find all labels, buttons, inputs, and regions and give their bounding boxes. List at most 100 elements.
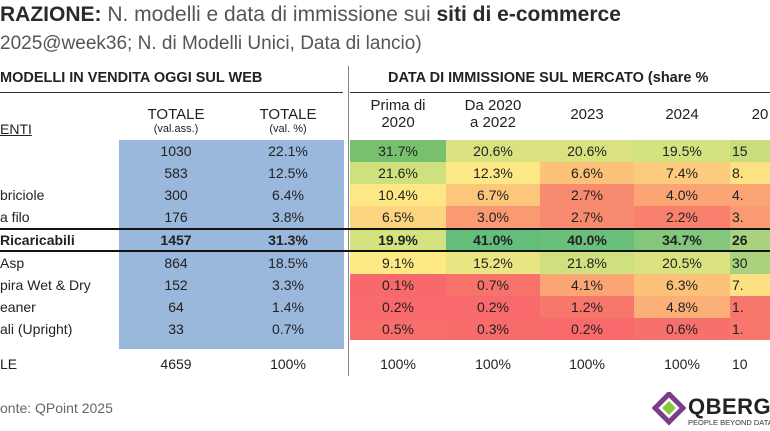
table-row: a filo 176 3.8% 6.5% 3.0% 2.7% 2.2% 3. (0, 206, 770, 228)
column-divider (348, 66, 349, 376)
cell-share: 8. (730, 162, 770, 184)
cell-totale-abs: 152 (164, 277, 188, 293)
cell-share: 100% (540, 352, 634, 376)
cell-totale-pct: 100% (270, 356, 306, 372)
col-header-totale-pct: TOTALE (val. %) (259, 106, 317, 136)
cell-totale-abs: 4659 (160, 356, 192, 372)
cell-totale-pct: 0.7% (272, 321, 304, 337)
cell-share: 15 (730, 140, 770, 162)
table-row: pira Wet & Dry 152 3.3% 0.1% 0.7% 4.1% 6.3% 7. (0, 274, 770, 296)
page-subtitle: 2025@week36; N. di Modelli Unici, Data d… (0, 33, 422, 54)
row-label: eaner (0, 299, 36, 315)
cell-totale-pct: 12.5% (268, 165, 308, 181)
qberg-logo: QBERG PEOPLE BEYOND DATA (651, 390, 770, 428)
row-label: briciole (0, 187, 45, 203)
col-header-date-1: Da 2020 a 2022 (464, 97, 522, 132)
cell-share: 2.2% (634, 206, 730, 228)
logo-mark-icon (651, 390, 687, 426)
page-title: RAZIONE: N. modelli e data di immissione… (0, 3, 621, 26)
cell-totale-pct: 18.5% (268, 255, 308, 271)
cell-share: 0.2% (350, 296, 446, 318)
table-row: 1030 22.1% 31.7% 20.6% 20.6% 19.5% 15 (0, 140, 770, 162)
cell-share: 41.0% (446, 230, 540, 250)
row-label: pira Wet & Dry (0, 277, 91, 293)
cell-totale-abs: 64 (168, 299, 184, 315)
cell-totale-abs: 1030 (160, 143, 192, 159)
cell-share: 6.3% (634, 274, 730, 296)
table-row: 583 12.5% 21.6% 12.3% 6.6% 7.4% 8. (0, 162, 770, 184)
col-header-date-4: 20 (751, 106, 769, 123)
row-label: Ricaricabili (0, 232, 75, 248)
cell-share: 3.0% (446, 206, 540, 228)
cell-share: 21.8% (540, 252, 634, 274)
cell-share: 6.5% (350, 206, 446, 228)
cell-totale-abs: 176 (164, 209, 188, 225)
cell-share: 15.2% (446, 252, 540, 274)
cell-share: 30 (730, 252, 770, 274)
table-row: eaner 64 1.4% 0.2% 0.2% 1.2% 4.8% 1. (0, 296, 770, 318)
cell-share: 7.4% (634, 162, 730, 184)
cell-share: 9.1% (350, 252, 446, 274)
table-row: briciole 300 6.4% 10.4% 6.7% 2.7% 4.0% 4. (0, 184, 770, 206)
cell-share: 100% (634, 352, 730, 376)
cell-share: 21.6% (350, 162, 446, 184)
table-row: LE 4659 100% 100% 100% 100% 100% 10 (0, 352, 770, 376)
cell-totale-abs: 864 (164, 255, 188, 271)
row-label: a filo (0, 209, 30, 225)
segments-header: ENTI (0, 121, 32, 137)
cell-share: 100% (446, 352, 540, 376)
cell-share: 0.5% (350, 318, 446, 340)
cell-share: 34.7% (634, 230, 730, 250)
row-label: Asp (0, 255, 25, 271)
col-header-date-0: Prima di 2020 (370, 97, 426, 132)
cell-totale-pct: 3.8% (272, 209, 304, 225)
cell-totale-pct: 3.3% (272, 277, 304, 293)
cell-share: 6.6% (540, 162, 634, 184)
cell-totale-abs: 300 (164, 187, 188, 203)
cell-totale-pct: 1.4% (272, 299, 304, 315)
cell-totale-pct: 31.3% (268, 232, 308, 248)
cell-share: 4.8% (634, 296, 730, 318)
row-label: ali (Upright) (0, 321, 73, 337)
cell-share: 26 (730, 230, 770, 250)
left-header-rule (0, 92, 343, 93)
cell-totale-abs: 33 (168, 321, 184, 337)
totals-column-background (119, 140, 344, 349)
cell-share: 0.2% (540, 318, 634, 340)
cell-totale-pct: 6.4% (272, 187, 304, 203)
cell-share: 4.0% (634, 184, 730, 206)
cell-share: 4.1% (540, 274, 634, 296)
cell-share: 1. (730, 318, 770, 340)
cell-share: 40.0% (540, 230, 634, 250)
cell-share: 1.2% (540, 296, 634, 318)
cell-share: 7. (730, 274, 770, 296)
cell-share: 4. (730, 184, 770, 206)
cell-share: 20.5% (634, 252, 730, 274)
cell-share: 6.7% (446, 184, 540, 206)
cell-totale-abs: 583 (164, 165, 188, 181)
source-note: onte: QPoint 2025 (0, 400, 113, 416)
cell-share: 20.6% (446, 140, 540, 162)
row-label: LE (0, 356, 18, 372)
cell-share: 3. (730, 206, 770, 228)
cell-share: 10.4% (350, 184, 446, 206)
cell-share: 12.3% (446, 162, 540, 184)
col-header-date-3: 2024 (665, 106, 699, 123)
cell-share: 0.7% (446, 274, 540, 296)
table-row: ali (Upright) 33 0.7% 0.5% 0.3% 0.2% 0.6% 1. (0, 318, 770, 340)
left-section-header: MODELLI IN VENDITA OGGI SUL WEB (0, 70, 263, 86)
col-header-date-2: 2023 (570, 106, 604, 123)
cell-share: 0.1% (350, 274, 446, 296)
right-header-rule (350, 92, 770, 93)
right-section-header: DATA DI IMMISSIONE SUL MERCATO (share % (388, 70, 709, 86)
cell-totale-pct: 22.1% (268, 143, 308, 159)
cell-share: 2.7% (540, 206, 634, 228)
cell-share: 0.2% (446, 296, 540, 318)
table-row: Ricaricabili 1457 31.3% 19.9% 41.0% 40.0% 34.7… (0, 228, 770, 252)
cell-share: 19.9% (350, 230, 446, 250)
col-header-totale-abs: TOTALE (val.ass.) (147, 106, 205, 136)
cell-share: 10 (730, 352, 770, 376)
table-row: Asp 864 18.5% 9.1% 15.2% 21.8% 20.5% 30 (0, 252, 770, 274)
cell-totale-abs: 1457 (160, 232, 192, 248)
cell-share: 0.3% (446, 318, 540, 340)
